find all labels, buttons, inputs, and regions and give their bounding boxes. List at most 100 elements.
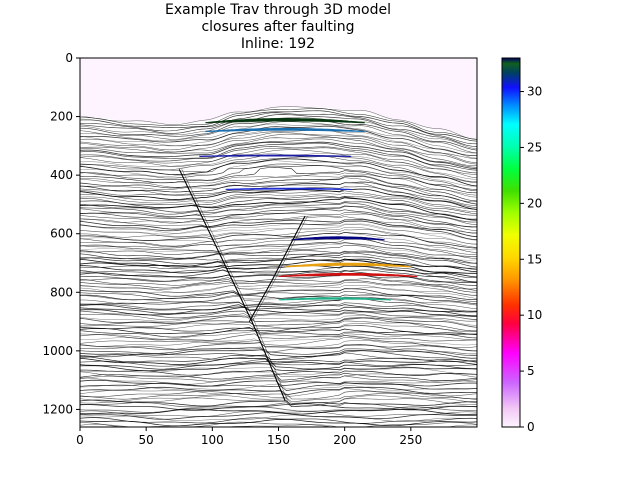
y-tick-label: 600	[50, 227, 73, 241]
horizon-line	[80, 205, 477, 228]
y-tick-label: 0	[65, 51, 73, 65]
horizon-line	[80, 236, 477, 253]
fault-line-2	[248, 215, 306, 322]
horizon-line	[80, 155, 477, 183]
x-tick-label: 0	[76, 433, 84, 447]
horizon-line	[80, 395, 477, 404]
horizon-line	[80, 294, 477, 306]
title-line-3: Inline: 192	[241, 36, 315, 52]
x-tick-label: 200	[333, 433, 356, 447]
horizon-line	[80, 195, 477, 215]
horizon-line	[80, 386, 477, 396]
horizon-line	[80, 114, 477, 147]
horizon-line	[80, 152, 477, 180]
horizon-line	[80, 255, 477, 270]
horizon-line	[80, 306, 477, 317]
x-tick-label: 150	[267, 433, 290, 447]
closure-13	[284, 262, 411, 268]
x-tick-label: 250	[399, 433, 422, 447]
horizon-line	[80, 297, 477, 313]
horizon-line	[80, 106, 477, 140]
horizon-line	[80, 406, 477, 413]
horizon-line	[80, 315, 477, 328]
horizon-line	[80, 108, 477, 140]
horizon-line	[80, 181, 477, 205]
horizon-line	[80, 296, 477, 310]
colorbar-tick-label: 25	[527, 140, 542, 154]
y-tick-label: 1000	[42, 344, 73, 358]
horizon-line	[80, 163, 477, 192]
colorbar-tick-label: 10	[527, 308, 542, 322]
horizon-line	[80, 342, 477, 352]
horizon-line	[80, 212, 477, 231]
horizon-line	[80, 112, 477, 145]
y-tick-label: 400	[50, 168, 73, 182]
horizon-line	[80, 177, 477, 203]
horizon-line	[80, 323, 477, 335]
horizon-line	[80, 377, 477, 385]
horizon-line	[80, 417, 477, 424]
horizon-line	[80, 372, 477, 381]
closure-bodies	[198, 118, 418, 301]
horizon-line	[80, 132, 477, 163]
horizon-line	[80, 346, 477, 356]
horizon-line	[80, 264, 477, 282]
horizon-line	[80, 236, 477, 255]
horizon-line	[80, 403, 477, 411]
horizon-line	[80, 196, 477, 216]
horizon-line	[80, 317, 477, 332]
horizon-line	[80, 408, 477, 415]
horizon-line	[80, 251, 477, 269]
y-axis: 0 200 400 600 800 1000 1200	[42, 51, 80, 416]
horizon-line	[80, 402, 477, 409]
horizon-line	[80, 190, 477, 210]
colorbar-ticks: 0 5 10 15 20 25 30	[520, 85, 542, 434]
horizon-line	[80, 350, 477, 362]
closure-31	[225, 187, 352, 191]
horizon-line	[80, 367, 477, 376]
horizon-line	[80, 123, 477, 154]
horizon-line	[80, 209, 477, 228]
horizon-line	[80, 361, 477, 370]
horizon-line	[80, 220, 477, 240]
closure-24	[278, 297, 392, 301]
horizon-line	[80, 227, 477, 245]
horizon-line	[80, 352, 477, 362]
colorbar-tick-label: 30	[527, 85, 542, 99]
colorbar-tick-label: 15	[527, 252, 542, 266]
horizon-line	[80, 327, 477, 335]
horizon-line	[80, 419, 477, 427]
fault-line-shadow	[181, 169, 288, 401]
horizon-line	[80, 188, 477, 210]
horizon-line	[80, 223, 477, 241]
title-line-1: Example Trav through 3D model	[165, 2, 391, 18]
horizon-line	[80, 224, 477, 245]
horizon-line	[80, 354, 477, 363]
closure-29	[205, 128, 365, 133]
horizon-line	[80, 133, 477, 165]
horizon-line	[80, 165, 477, 190]
title-line-2: closures after faulting	[201, 19, 354, 35]
colorbar-tick-label: 5	[527, 364, 535, 378]
horizon-line	[80, 282, 477, 296]
horizon-line	[80, 314, 477, 326]
horizon-line	[80, 424, 477, 427]
horizon-line	[80, 388, 477, 397]
horizon-line	[80, 410, 477, 417]
horizon-line	[80, 121, 477, 154]
horizon-line	[80, 258, 477, 273]
fault-lines	[178, 169, 308, 401]
horizon-line	[80, 160, 477, 187]
horizon-line	[80, 242, 477, 261]
horizon-line	[80, 141, 477, 170]
horizon-line	[80, 310, 477, 321]
seismic-section	[80, 106, 477, 427]
colorbar: 0 5 10 15 20 25 30	[501, 57, 542, 434]
horizon-line	[80, 312, 477, 322]
fault-line-shadow	[251, 215, 308, 322]
horizon-line	[80, 335, 477, 346]
horizon-line	[80, 272, 477, 290]
horizon-line	[80, 251, 477, 268]
horizon-line	[80, 241, 477, 258]
horizon-line	[80, 337, 477, 348]
